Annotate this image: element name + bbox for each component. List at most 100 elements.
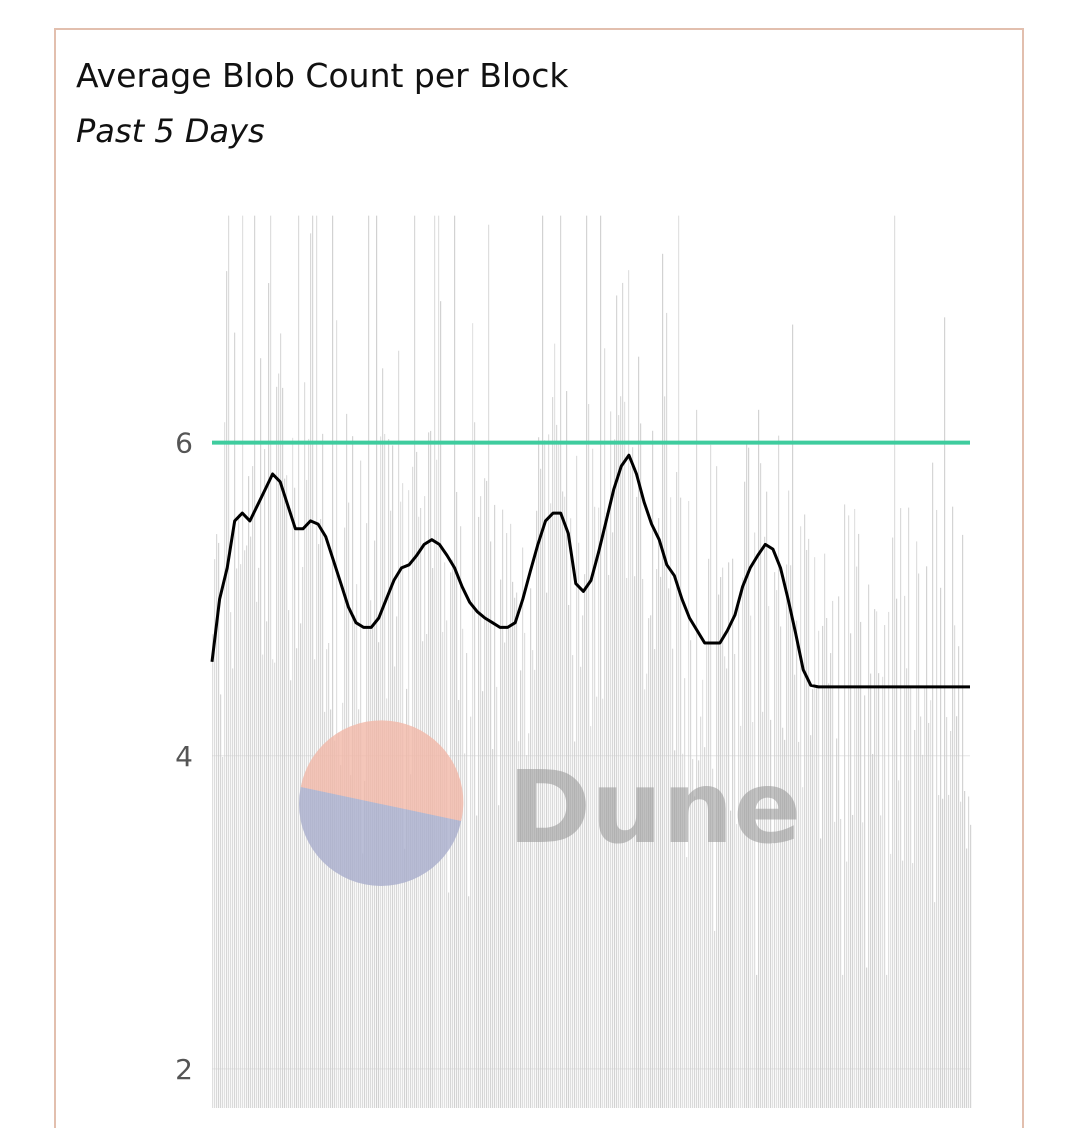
block-bar xyxy=(828,683,830,1108)
block-bar xyxy=(330,709,332,1108)
y-axis-ticks: 2 4 6 xyxy=(175,427,193,1086)
block-bar xyxy=(590,726,592,1108)
block-bar xyxy=(782,727,784,1108)
block-bar xyxy=(908,507,910,1108)
block-bar xyxy=(634,576,636,1108)
block-bar xyxy=(622,282,624,1108)
block-bar xyxy=(242,215,244,1108)
block-bar xyxy=(798,741,800,1108)
block-bar xyxy=(288,610,290,1108)
block-bar xyxy=(226,271,228,1108)
block-bar xyxy=(290,680,292,1108)
block-bar xyxy=(960,801,962,1108)
block-bar xyxy=(260,358,262,1108)
block-bar xyxy=(216,534,218,1108)
block-bar xyxy=(508,627,510,1108)
block-bar xyxy=(446,620,448,1108)
block-bar xyxy=(832,600,834,1108)
block-bar xyxy=(440,301,442,1108)
block-bar xyxy=(548,434,550,1108)
block-bar xyxy=(640,423,642,1108)
block-bar xyxy=(958,646,960,1108)
block-bar xyxy=(824,553,826,1108)
block-bar xyxy=(900,508,902,1108)
block-bar xyxy=(952,506,954,1108)
block-bar xyxy=(724,656,726,1108)
block-bar xyxy=(932,462,934,1108)
block-bar xyxy=(470,716,472,1108)
block-bar xyxy=(524,632,526,1108)
y-tick-label: 4 xyxy=(175,740,193,773)
block-bar xyxy=(598,507,600,1108)
block-bar xyxy=(454,215,456,1108)
block-bar xyxy=(488,224,490,1108)
block-bar xyxy=(896,598,898,1108)
block-bar xyxy=(268,283,270,1108)
block-bar xyxy=(954,625,956,1108)
block-bar xyxy=(486,480,488,1108)
block-bar xyxy=(738,598,740,1108)
block-bar xyxy=(794,674,796,1108)
block-bar xyxy=(948,794,950,1108)
block-bar xyxy=(542,215,544,1108)
block-bar xyxy=(464,753,466,1108)
block-bar xyxy=(688,500,690,1108)
block-bar xyxy=(866,967,868,1108)
y-tick-label: 2 xyxy=(175,1053,193,1086)
block-bar xyxy=(722,567,724,1108)
block-bar xyxy=(482,691,484,1108)
block-bar xyxy=(904,595,906,1108)
block-bar xyxy=(654,649,656,1108)
block-bar xyxy=(570,518,572,1108)
block-bar xyxy=(760,463,762,1108)
block-bar xyxy=(258,567,260,1108)
block-bar xyxy=(854,508,856,1108)
block-bar xyxy=(700,716,702,1108)
block-bar xyxy=(742,577,744,1108)
block-bar xyxy=(698,760,700,1108)
block-bar xyxy=(338,732,340,1108)
block-bar xyxy=(840,818,842,1108)
block-bar xyxy=(232,668,234,1108)
block-bar xyxy=(414,215,416,1108)
block-bar xyxy=(276,386,278,1108)
block-bar xyxy=(800,526,802,1108)
block-bar xyxy=(584,574,586,1108)
block-bar xyxy=(328,643,330,1108)
block-bar xyxy=(504,642,506,1108)
block-bar xyxy=(334,740,336,1108)
block-bar xyxy=(924,687,926,1108)
block-bar xyxy=(678,215,680,1108)
block-bar xyxy=(498,805,500,1108)
block-bar xyxy=(712,768,714,1108)
block-bar xyxy=(786,564,788,1108)
block-bar xyxy=(544,440,546,1108)
dune-watermark: Dune xyxy=(299,720,801,886)
block-bar xyxy=(266,621,268,1108)
block-bar xyxy=(806,549,808,1108)
block-bar xyxy=(718,594,720,1108)
block-bar xyxy=(340,765,342,1108)
block-bar xyxy=(292,437,294,1108)
block-bar xyxy=(772,843,774,1108)
block-bar xyxy=(652,430,654,1108)
block-bar xyxy=(364,780,366,1108)
block-bar xyxy=(510,523,512,1108)
block-bar xyxy=(406,688,408,1108)
block-bar xyxy=(750,615,752,1108)
block-bar xyxy=(808,538,810,1108)
block-bar xyxy=(928,722,930,1108)
block-bar xyxy=(878,673,880,1108)
block-bar xyxy=(658,518,660,1108)
block-bar xyxy=(826,618,828,1108)
block-bar xyxy=(560,215,562,1108)
block-bar xyxy=(368,215,370,1108)
block-bar xyxy=(660,576,662,1108)
block-bar xyxy=(830,653,832,1108)
block-bar xyxy=(850,633,852,1108)
block-bar xyxy=(684,678,686,1108)
block-bar xyxy=(648,618,650,1108)
block-bar xyxy=(518,741,520,1108)
block-bar xyxy=(898,780,900,1108)
block-bar xyxy=(876,611,878,1108)
